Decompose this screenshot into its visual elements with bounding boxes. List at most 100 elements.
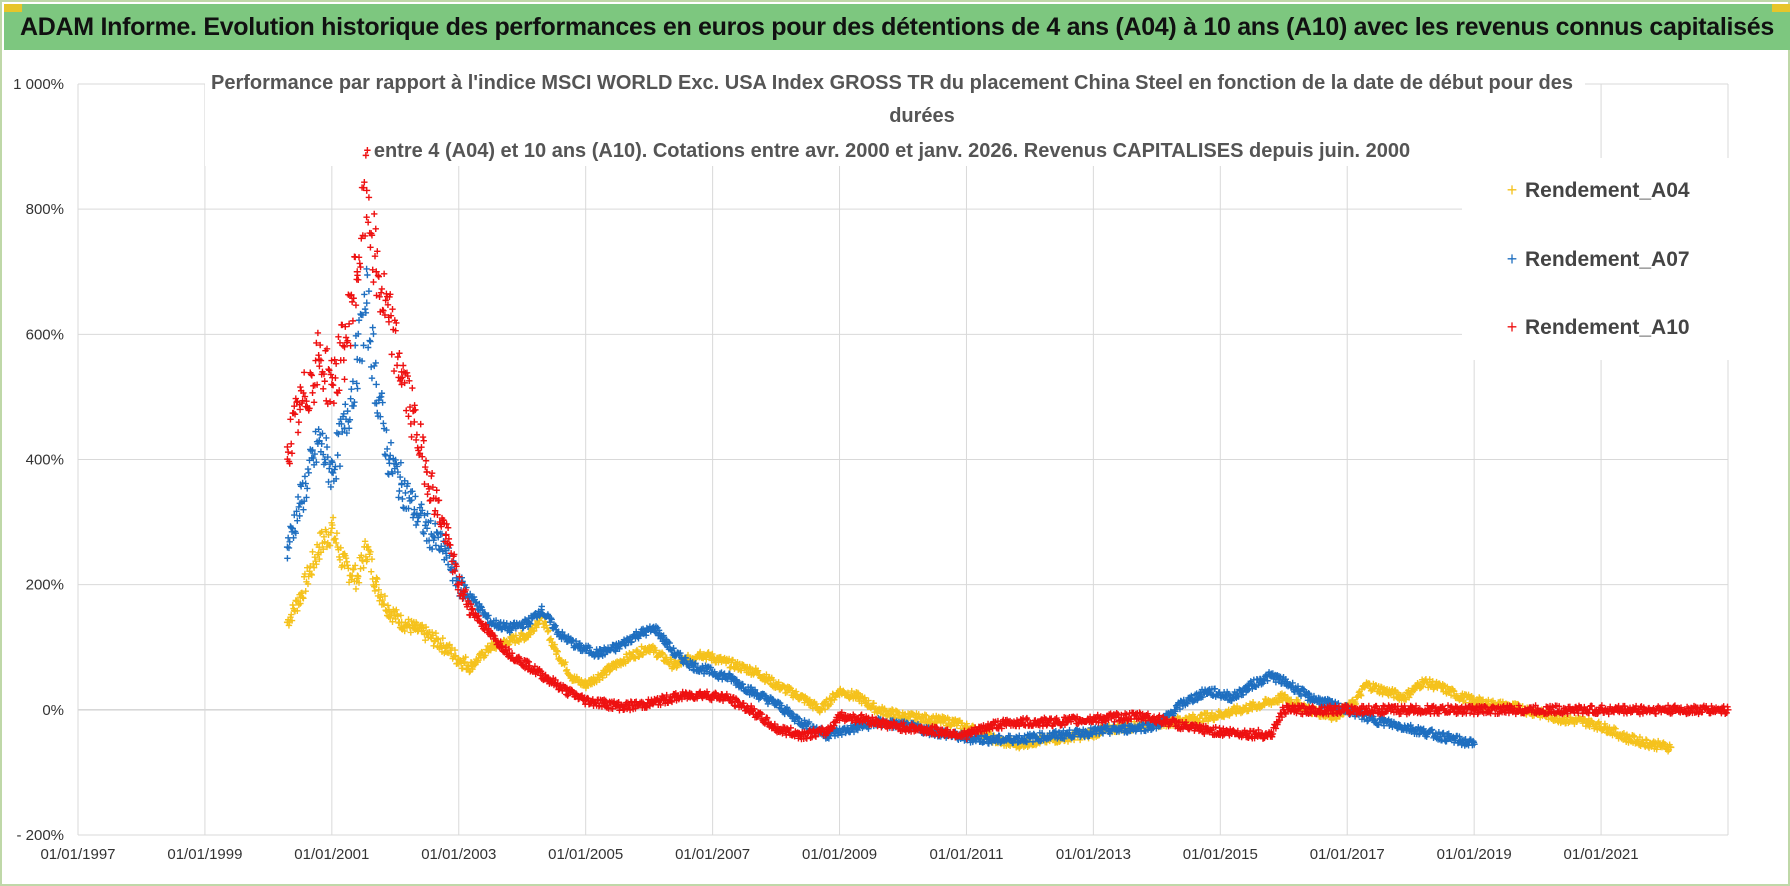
data-point	[382, 606, 389, 614]
data-point	[363, 213, 370, 221]
data-point	[312, 557, 319, 565]
data-point	[375, 586, 383, 594]
data-point	[403, 407, 410, 414]
data-point	[844, 689, 852, 696]
data-point	[1447, 691, 1455, 699]
data-point	[370, 330, 377, 338]
x-tick-label: 01/01/2021	[1564, 846, 1639, 863]
chart-title-line-2: durées	[889, 105, 955, 127]
series-rendement-a07	[283, 265, 1478, 749]
data-point	[947, 723, 954, 730]
data-point	[378, 285, 386, 293]
data-point	[302, 587, 309, 595]
data-point	[284, 555, 291, 562]
data-point	[368, 555, 376, 563]
data-point	[328, 457, 335, 465]
header-banner: ADAM Informe. Evolution historique des p…	[4, 4, 1790, 50]
data-point	[868, 704, 875, 711]
data-point	[395, 619, 402, 627]
data-point	[424, 510, 431, 517]
data-point	[387, 439, 395, 446]
data-point	[361, 538, 369, 545]
data-point	[341, 376, 348, 383]
data-point	[430, 642, 437, 650]
data-point	[396, 619, 403, 626]
data-point	[316, 555, 323, 563]
data-point	[599, 674, 606, 682]
data-point	[890, 711, 897, 718]
data-point	[357, 565, 364, 572]
data-point	[1275, 699, 1283, 706]
data-point	[668, 656, 675, 663]
data-point	[290, 409, 297, 417]
data-point	[320, 545, 327, 553]
data-point	[461, 658, 469, 666]
data-point	[371, 583, 378, 590]
data-point	[428, 629, 436, 636]
data-point	[333, 530, 341, 537]
data-point	[288, 440, 295, 448]
data-point	[350, 565, 357, 573]
data-point	[352, 301, 360, 309]
data-point	[827, 701, 834, 708]
data-point	[1354, 694, 1361, 701]
data-point	[465, 663, 472, 670]
data-point	[433, 487, 440, 494]
data-point	[285, 622, 293, 629]
data-point	[345, 565, 352, 572]
data-point	[436, 547, 443, 554]
data-point	[372, 380, 380, 388]
data-point	[372, 225, 379, 233]
data-point	[765, 675, 772, 682]
data-point	[283, 443, 291, 451]
data-point	[1220, 713, 1228, 721]
data-point	[308, 571, 315, 579]
data-point	[953, 722, 961, 729]
data-point	[352, 585, 360, 593]
data-point	[652, 647, 660, 654]
y-tick-label: 1 000%	[13, 76, 64, 93]
data-point	[355, 579, 363, 586]
data-point	[347, 395, 354, 402]
data-point	[538, 603, 545, 610]
data-point	[329, 469, 337, 477]
data-point	[288, 450, 296, 457]
data-point	[432, 630, 440, 637]
x-tick-label: 01/01/2007	[675, 846, 750, 863]
data-point	[366, 337, 373, 344]
data-point	[352, 562, 359, 569]
banner-corner-left	[4, 4, 22, 12]
data-point	[371, 362, 378, 370]
data-point	[860, 695, 868, 703]
data-point	[1208, 709, 1216, 717]
data-point	[329, 514, 337, 521]
data-point	[396, 350, 403, 357]
data-point	[553, 647, 561, 654]
data-point	[381, 592, 389, 600]
data-point	[374, 409, 381, 417]
data-point	[365, 288, 373, 295]
data-point	[832, 693, 839, 700]
data-point	[407, 629, 414, 636]
data-point	[409, 488, 416, 495]
data-point	[414, 518, 421, 525]
data-point	[418, 501, 425, 508]
data-point	[422, 623, 430, 631]
data-point	[367, 244, 374, 251]
data-point	[388, 351, 395, 358]
data-point	[354, 385, 361, 392]
data-point	[1405, 687, 1412, 694]
data-point	[336, 556, 344, 564]
x-tick-label: 01/01/2009	[802, 846, 877, 863]
data-point	[370, 278, 377, 286]
data-point	[368, 374, 376, 382]
data-point	[512, 632, 520, 639]
data-point	[696, 648, 704, 656]
data-point	[861, 694, 868, 701]
data-point	[658, 649, 666, 656]
data-point	[367, 363, 375, 371]
data-point	[399, 504, 407, 511]
data-point	[1294, 696, 1302, 704]
data-point	[288, 611, 295, 618]
data-point	[486, 646, 494, 653]
